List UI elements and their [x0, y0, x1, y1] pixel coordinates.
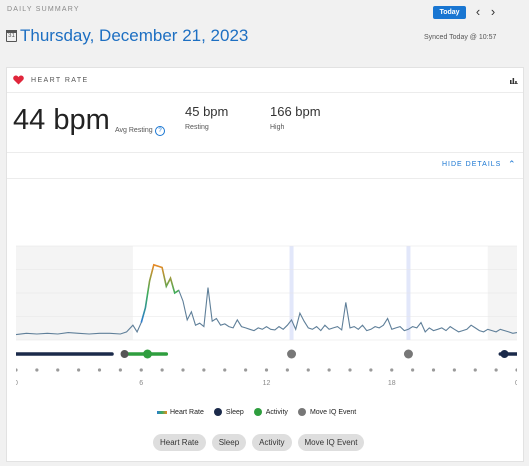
sleep-marker-icon[interactable] — [500, 350, 509, 358]
sync-status: Synced Today @ 10:57 — [424, 34, 497, 41]
high-value: 166 bpm — [270, 104, 321, 119]
sleep-swatch — [213, 408, 222, 416]
help-icon[interactable]: ? — [155, 126, 165, 136]
heart-rate-intensity-line — [140, 263, 180, 323]
x-tick-label: 12 — [263, 380, 271, 387]
legend-heart-rate: Heart Rate — [157, 409, 204, 416]
hour-dot — [244, 368, 248, 372]
move-iq-event-icon[interactable] — [403, 349, 413, 359]
hour-dot — [306, 368, 310, 372]
hour-dot — [223, 368, 227, 372]
hour-dot — [202, 368, 206, 372]
hour-dot — [56, 368, 60, 372]
divider — [7, 178, 523, 179]
chevron-up-icon[interactable]: ⌃ — [508, 159, 516, 169]
calendar-icon[interactable]: 31 — [6, 30, 17, 42]
date-header: 31 Thursday, December 21, 2023 — [6, 26, 248, 46]
hour-dot — [494, 368, 498, 372]
hour-dot — [139, 368, 143, 372]
hour-dot — [264, 368, 269, 372]
hour-dot — [35, 368, 39, 372]
resting-value: 45 bpm — [185, 104, 229, 119]
hour-dot — [160, 368, 164, 372]
move-iq-event-icon[interactable] — [287, 349, 297, 359]
legend-label: Activity — [265, 408, 288, 416]
hour-dot — [390, 368, 394, 372]
move-iq-swatch — [297, 408, 306, 416]
x-tick-label: 0 — [16, 380, 18, 387]
legend-label: Heart Rate — [170, 408, 204, 416]
hour-dot — [97, 368, 102, 372]
hour-dot — [515, 368, 517, 372]
hour-dot — [118, 368, 122, 372]
high-label: High — [270, 124, 285, 131]
avg-resting-value: 44 bpm — [13, 104, 110, 136]
heart-rate-card: HEART RATE 44 bpm Avg Resting ? 45 bpm R… — [6, 67, 524, 462]
divider — [7, 152, 523, 153]
today-button[interactable]: Today — [433, 6, 466, 19]
card-header: HEART RATE — [7, 68, 523, 93]
resting-label: Resting — [185, 124, 209, 131]
hour-dot — [452, 368, 456, 372]
chart-legend: Heart Rate Sleep Activity Move IQ Event — [157, 408, 366, 416]
page-title: Thursday, December 21, 2023 — [20, 26, 249, 45]
hour-dot — [16, 368, 18, 372]
daily-summary-label: DAILY SUMMARY — [7, 6, 80, 13]
hour-dot — [285, 368, 289, 372]
hour-dot — [369, 368, 373, 372]
sleep-marker-icon[interactable] — [120, 350, 129, 358]
avg-resting-label: Avg Resting — [115, 127, 153, 134]
filter-move-iq-button[interactable]: Move IQ Event — [297, 434, 365, 451]
activity-swatch — [253, 408, 262, 416]
x-tick-label: 18 — [388, 380, 396, 387]
hour-dot — [473, 368, 477, 372]
hour-dot — [77, 368, 81, 372]
legend-label: Move IQ Event — [309, 408, 357, 416]
hour-dot — [181, 368, 185, 372]
bar-chart-icon[interactable] — [510, 77, 518, 84]
hour-dot — [327, 368, 331, 372]
x-tick-label: 0 — [515, 380, 517, 387]
activity-marker-icon[interactable] — [143, 349, 153, 359]
calendar-icon-day: 31 — [8, 33, 15, 39]
chevron-right-icon[interactable]: › — [490, 4, 496, 19]
legend-label: Sleep — [225, 408, 244, 416]
card-title: HEART RATE — [31, 77, 89, 84]
x-tick-label: 6 — [139, 380, 143, 387]
heart-icon — [13, 75, 24, 85]
chevron-left-icon[interactable]: ‹ — [475, 4, 481, 19]
heart-rate-swatch — [157, 410, 167, 414]
filter-heart-rate-button[interactable]: Heart Rate — [153, 434, 206, 451]
hour-dot — [431, 368, 436, 372]
legend-move-iq: Move IQ Event — [297, 408, 357, 416]
filter-activity-button[interactable]: Activity — [252, 434, 292, 451]
legend-sleep: Sleep — [213, 408, 244, 416]
hide-details-link[interactable]: HIDE DETAILS — [442, 161, 502, 168]
series-filters: Heart Rate Sleep Activity Move IQ Event — [153, 434, 370, 451]
hour-dot — [348, 368, 352, 372]
heart-rate-chart[interactable]: 0 6 12 18 0 — [16, 244, 517, 394]
filter-sleep-button[interactable]: Sleep — [211, 434, 247, 451]
legend-activity: Activity — [253, 408, 288, 416]
hour-dot — [411, 368, 415, 372]
